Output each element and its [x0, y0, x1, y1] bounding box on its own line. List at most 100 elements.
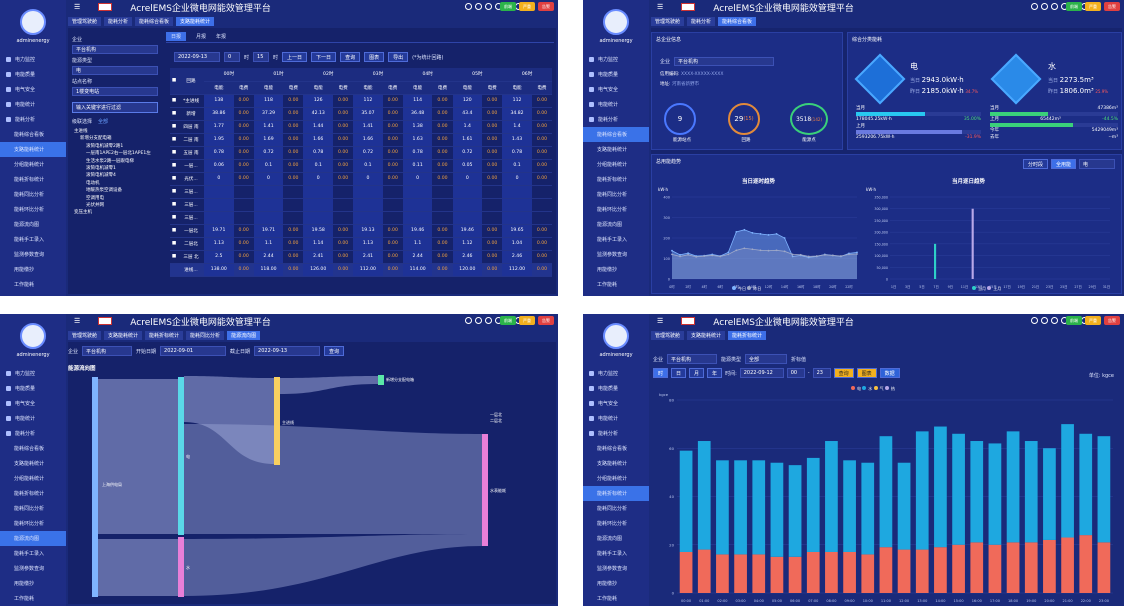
tree-node[interactable]: 生活水泵2路一层跟电梯 — [86, 158, 134, 164]
row-checkbox[interactable]: ■ — [170, 107, 178, 121]
sidebar-item-copy[interactable]: 用能缴抄 — [14, 267, 35, 273]
sidebar-item-power[interactable]: 电力监控 — [583, 52, 649, 67]
tree-node[interactable]: 滚筒电机减零4 — [86, 173, 116, 179]
hour-to-select[interactable]: 15 — [253, 52, 270, 62]
search-icon[interactable] — [1041, 317, 1048, 324]
energy-type-select[interactable]: 电 — [72, 66, 158, 75]
row-checkbox[interactable]: ■ — [170, 159, 178, 173]
sidebar-item-manual[interactable]: 能耗手工录入 — [14, 551, 45, 557]
sidebar-item-analysis[interactable]: 能耗分析 — [583, 426, 649, 441]
period-day-button[interactable]: 日 — [671, 368, 687, 378]
table-row[interactable]: ■ 二层北 1.13 0.00 1.1 0.00 1.14 0.00 1.13 0.00 1.1 0.… — [170, 237, 552, 251]
table-footer-row[interactable]: 进线... 138.00 0.00 118.00 0.00 126.00 0.00 112.0… — [170, 263, 552, 277]
tab-branch[interactable]: 支路能耗统计 — [687, 330, 726, 340]
sidebar-item-yoy[interactable]: 能耗同比分析 — [14, 192, 45, 198]
table-row[interactable]: ■ 新增 38.86 0.00 37.29 0.00 42.13 0.00 35.07 0.00 3… — [170, 107, 552, 121]
tab-monthly[interactable]: 月报 — [196, 34, 207, 40]
sidebar-item-quality[interactable]: 电能质量 — [583, 381, 649, 396]
sidebar-item-params[interactable]: 监测参数查询 — [14, 566, 45, 572]
sidebar-item-branch[interactable]: 支路能耗统计 — [597, 461, 628, 467]
globe-icon[interactable] — [465, 3, 472, 10]
badge-severe[interactable]: 严重 — [1085, 316, 1101, 325]
company-select[interactable]: 平台机构 — [72, 45, 158, 54]
badge-alarm[interactable]: 告警 — [538, 2, 554, 11]
sidebar-item-mom[interactable]: 能耗环比分析 — [597, 521, 628, 527]
sidebar-item-analysis[interactable]: 能耗分析 — [583, 112, 649, 127]
tab-cockpit[interactable]: 管理驾驶舱 — [68, 330, 102, 340]
sidebar-item-power[interactable]: 电力监控 — [583, 366, 649, 381]
sidebar-item-branch[interactable]: 支路能耗统计 — [14, 461, 45, 467]
sidebar-item-branch[interactable]: 支路能耗统计 — [597, 147, 628, 153]
row-checkbox[interactable]: ■ — [170, 198, 178, 212]
row-checkbox[interactable]: ■ — [170, 146, 178, 160]
user-avatar[interactable] — [603, 8, 629, 35]
hour-from-select[interactable]: 0 — [224, 52, 240, 62]
menu-icon[interactable]: ☰ — [657, 317, 664, 325]
tree-node[interactable]: 地暖热泵空调设备 — [86, 188, 122, 194]
badge-front[interactable]: 前端 — [1066, 316, 1082, 325]
table-row[interactable]: ■ 三层... — [170, 211, 552, 225]
sidebar-item-flow[interactable]: 能源流向图 — [597, 222, 623, 228]
sidebar-item-mom[interactable]: 能耗环比分析 — [597, 207, 628, 213]
sidebar-item-group[interactable]: 分组能耗统计 — [597, 476, 628, 482]
trend-energy-select[interactable]: 电 — [1079, 159, 1115, 169]
sidebar-item-group[interactable]: 分组能耗统计 — [14, 476, 45, 482]
sidebar-item-quality[interactable]: 电能质量 — [0, 67, 66, 82]
export-button[interactable]: 导出 — [388, 52, 409, 62]
tab-yoy[interactable]: 能耗同比分析 — [186, 330, 225, 340]
cascade-checkbox[interactable]: 级联选择 — [72, 119, 93, 125]
sidebar-item-safety[interactable]: 电气安全 — [0, 396, 66, 411]
row-checkbox[interactable]: ■ — [170, 237, 178, 251]
search-icon[interactable] — [475, 3, 482, 10]
badge-alarm[interactable]: 告警 — [1104, 2, 1120, 11]
tab-branch[interactable]: 支路能耗统计 — [104, 330, 143, 340]
tree-node[interactable]: 主进线 — [74, 129, 88, 134]
sidebar-item-copy[interactable]: 用能缴抄 — [597, 581, 618, 587]
table-row[interactable]: ■ 三层 北 2.5 0.00 2.44 0.00 2.41 0.00 2.41 0.00 2.44… — [170, 250, 552, 264]
badge-alarm[interactable]: 告警 — [1104, 316, 1120, 325]
sidebar-item-standard[interactable]: 能耗折标统计 — [14, 491, 45, 497]
time-segment-button[interactable]: 分时段 — [1022, 159, 1048, 169]
chart-button[interactable]: 图表 — [364, 52, 385, 62]
hour-to-select[interactable]: 23 — [812, 368, 831, 378]
tree-node[interactable]: 新增分支配电箱 — [80, 136, 112, 142]
tree-node[interactable]: 一层南1APE2右一层北1APE1左 — [86, 151, 151, 157]
end-date-picker[interactable]: 2022-09-13 — [254, 346, 321, 356]
tree-node[interactable]: 光伏并网 — [86, 203, 104, 209]
badge-front[interactable]: 前端 — [500, 2, 516, 11]
table-row[interactable]: ■ 一层北 19.71 0.00 19.71 0.00 19.58 0.00 19.13 0.00… — [170, 224, 552, 238]
row-checkbox[interactable]: ■ — [170, 133, 178, 147]
row-checkbox[interactable]: ■ — [170, 94, 178, 108]
sidebar-item-analysis[interactable]: 能耗分析 — [0, 426, 66, 441]
standard-checkbox[interactable]: 折标值 — [791, 356, 807, 363]
table-row[interactable]: ■ 五层 南 0.78 0.00 0.72 0.00 0.78 0.00 0.72 0.00 0.7… — [170, 146, 552, 160]
select-all-checkbox[interactable]: ■ — [170, 68, 178, 95]
date-picker[interactable]: 2022-09-12 — [739, 368, 784, 378]
sidebar-item-mom[interactable]: 能耗环比分析 — [14, 521, 45, 527]
badge-severe[interactable]: 严重 — [519, 2, 535, 11]
chart-button[interactable]: 图表 — [856, 368, 877, 378]
menu-icon[interactable]: ☰ — [74, 317, 81, 325]
tab-cockpit[interactable]: 管理驾驶舱 — [68, 16, 102, 26]
tab-dashboard[interactable]: 能耗综合看板 — [718, 16, 757, 26]
sidebar-item-flow[interactable]: 能源流向图 — [14, 222, 40, 228]
period-month-button[interactable]: 月 — [689, 368, 705, 378]
sidebar-item-stats[interactable]: 电能统计 — [583, 97, 649, 112]
table-row[interactable]: ■ 三层... — [170, 185, 552, 199]
sidebar-item-quality[interactable]: 电能质量 — [583, 67, 649, 82]
globe-icon[interactable] — [1031, 3, 1038, 10]
row-checkbox[interactable]: ■ — [170, 224, 178, 238]
data-button[interactable]: 数据 — [879, 368, 900, 378]
sound-icon[interactable] — [485, 317, 492, 324]
badge-alarm[interactable]: 告警 — [538, 316, 554, 325]
station-select[interactable]: 1楼变电站 — [72, 87, 158, 96]
sidebar-item-stats[interactable]: 电能统计 — [583, 411, 649, 426]
row-checkbox[interactable]: ■ — [170, 211, 178, 225]
sidebar-item-power[interactable]: 电力监控 — [0, 366, 66, 381]
sidebar-item-copy[interactable]: 用能缴抄 — [14, 581, 35, 587]
row-checkbox[interactable]: ■ — [170, 172, 178, 186]
sidebar-item-work[interactable]: 工作能耗 — [597, 282, 618, 288]
sidebar-item-dashboard[interactable]: 能耗综合看板 — [14, 132, 45, 138]
sidebar-item-work[interactable]: 工作能耗 — [14, 596, 35, 602]
sidebar-item-manual[interactable]: 能耗手工录入 — [597, 551, 628, 557]
